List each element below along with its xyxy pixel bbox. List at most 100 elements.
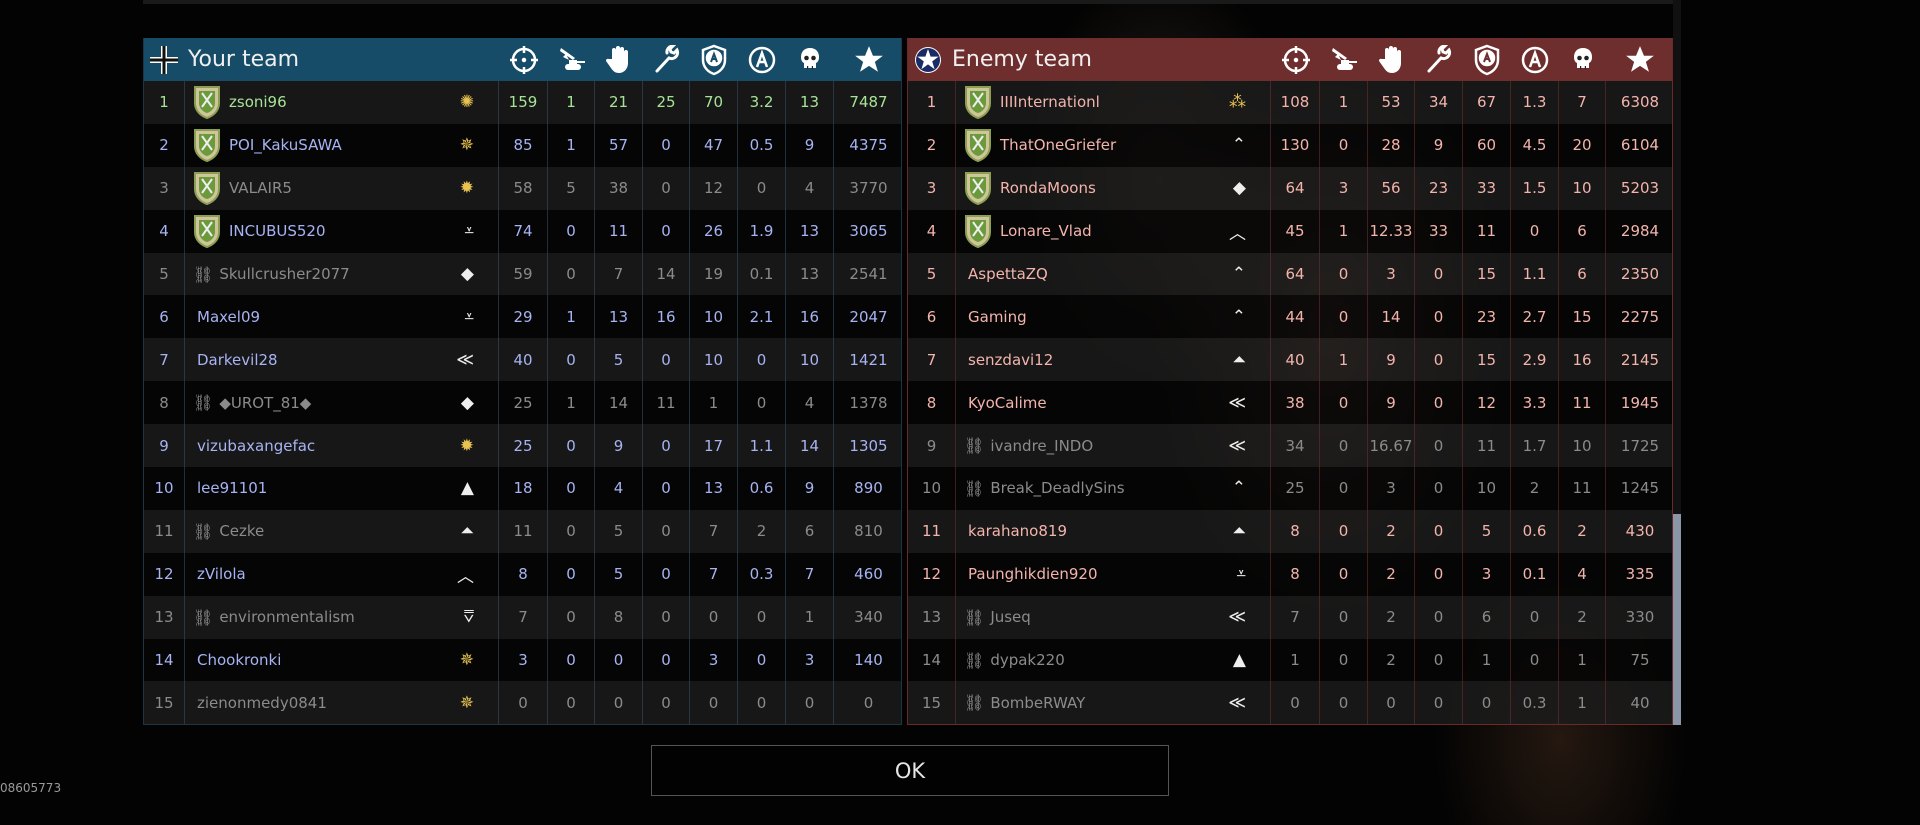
rank-chevron-block-diamond-icon: ⏶ [460,521,474,542]
player-row[interactable]: 14 ⛓ dypak220 ▲ 1 0 2 0 1 0 1 75 [908,638,1672,682]
stat-ground-kills: 0 [1320,638,1368,682]
rank-gold-sun-icon: ✹ [459,435,474,456]
player-name-cell[interactable]: Lonare_Vlad ︿ [956,209,1271,253]
player-row[interactable]: 14 Chookronki ✵ 3 0 0 0 3 0 3 140 [144,638,901,682]
stat-ground-kills: 0 [548,252,595,296]
stat-kills-crosshair: 25 [1271,467,1320,510]
player-name-cell[interactable]: VALAIR5 ✹ [185,166,499,210]
player-name-cell[interactable]: zienonmedy0841 ✵ [185,681,499,725]
player-row[interactable]: 10 ⛓ Break_DeadlySins ⌃ 25 0 3 0 10 2 11 1245 [908,467,1672,510]
player-row[interactable]: 3 RondaMoons ◆ 64 3 56 23 33 1.5 10 5203 [908,166,1672,210]
player-name-cell[interactable]: vizubaxangefac ✹ [185,424,499,468]
player-row[interactable]: 2 ThatOneGriefer ⌃ 130 0 28 9 60 4.5 20 6104 [908,123,1672,167]
player-name: RondaMoons [1000,179,1096,198]
stat-assists-hand: 56 [1368,166,1415,210]
player-row[interactable]: 13 ⛓ environmentalism ⩢ 7 0 8 0 0 0 1 340 [144,595,901,639]
player-row[interactable]: 9 ⛓ ivandre_INDO ≪ 34 0 16.67 0 11 1.7 10 1725 [908,424,1672,468]
player-name-cell[interactable]: ⛓ Break_DeadlySins ⌃ [956,467,1271,510]
player-name-cell[interactable]: karahano819 ⏶ [956,509,1271,553]
player-row[interactable]: 4 Lonare_Vlad ︿ 45 1 12.33 33 11 0 6 2984 [908,209,1672,253]
player-name-cell[interactable]: Darkevil28 ≪ [185,338,499,382]
player-name: lee91101 [197,479,268,498]
player-row[interactable]: 9 vizubaxangefac ✹ 25 0 9 0 17 1.1 14 1305 [144,424,901,468]
stat-assists-hand: 21 [595,81,643,124]
player-name-cell[interactable]: ⛓ ◆UROT_81◆ ◆ [185,381,499,425]
player-name-cell[interactable]: ⛓ dypak220 ▲ [956,638,1271,682]
player-row[interactable]: 1 IIIInternationl ⁂ 108 1 53 34 67 1.3 7 6308 [908,81,1672,124]
player-row[interactable]: 15 ⛓ BombeRWAY ≪ 0 0 0 0 0 0.3 1 40 [908,681,1672,725]
stat-kills-crosshair: 7 [499,595,548,639]
player-row[interactable]: 4 INCUBUS520 ⩡ 74 0 11 0 26 1.9 13 3065 [144,209,901,253]
stat-activity-circle-a: 0.3 [738,552,786,596]
stat-kills-crosshair: 45 [1271,209,1320,253]
stat-ground-kills: 3 [1320,166,1368,210]
disconnected-link-icon: ⛓ [193,607,214,627]
player-row[interactable]: 6 Maxel09 ⩡ 29 1 13 16 10 2.1 16 2047 [144,295,901,339]
player-row[interactable]: 15 zienonmedy0841 ✵ 0 0 0 0 0 0 0 0 [144,681,901,725]
player-row[interactable]: 5 ⛓ Skullcrusher2077 ◆ 59 0 7 14 19 0.1 13 2541 [144,252,901,296]
player-name: Juseq [990,608,1031,627]
stat-captures-shield: 1 [1463,638,1511,682]
player-name-cell[interactable]: zsoni96 ✺ [185,81,499,124]
player-row[interactable]: 2 POI_KakuSAWA ✵ 85 1 57 0 47 0.5 9 4375 [144,123,901,167]
stat-ground-kills: 0 [1320,681,1368,725]
player-name-cell[interactable]: Gaming ⌃ [956,295,1271,339]
stat-score-star: 330 [1625,608,1655,627]
stat-activity-circle-a: 2 [738,509,786,553]
player-name-cell[interactable]: POI_KakuSAWA ✵ [185,123,499,167]
stat-deaths-skull: 2 [1559,509,1606,553]
player-name-cell[interactable]: Maxel09 ⩡ [185,295,499,339]
player-row[interactable]: 7 senzdavi12 ⏶ 40 1 9 0 15 2.9 16 2145 [908,338,1672,382]
player-row[interactable]: 10 lee91101 ▲ 18 0 4 0 13 0.6 9 890 [144,467,901,510]
rank-gold-starburst-icon: ✵ [459,692,474,713]
stat-activity-circle-a: 0 [738,166,786,210]
score-star-icon [852,43,886,77]
player-name-cell[interactable]: zVilola ︿ [185,552,499,596]
stat-score-star: 140 [854,651,883,670]
player-name-cell[interactable]: ⛓ BombeRWAY ≪ [956,681,1271,725]
player-name-cell[interactable]: Chookronki ✵ [185,638,499,682]
ok-button[interactable]: OK [651,745,1169,796]
player-row[interactable]: 8 ⛓ ◆UROT_81◆ ◆ 25 1 14 11 1 0 4 1378 [144,381,901,425]
player-row[interactable]: 12 zVilola ︿ 8 0 5 0 7 0.3 7 460 [144,552,901,596]
player-name-cell[interactable]: ⛓ ivandre_INDO ≪ [956,424,1271,468]
player-row[interactable]: 1 zsoni96 ✺ 159 1 21 25 70 3.2 13 7487 [144,81,901,124]
rank-diamond-icon: ◆ [460,392,474,413]
player-name-cell[interactable]: Paunghikdien920 ⩡ [956,552,1271,596]
stat-ground-kills: 0 [548,424,595,468]
scrollbar-thumb[interactable] [1673,514,1681,725]
stat-captures-shield: 3 [1463,552,1511,596]
player-row[interactable]: 13 ⛓ Juseq ≪ 7 0 2 0 6 0 2 330 [908,595,1672,639]
stat-kills-crosshair: 29 [499,295,548,339]
player-row[interactable]: 11 karahano819 ⏶ 8 0 2 0 5 0.6 2 430 [908,509,1672,553]
player-name-cell[interactable]: senzdavi12 ⏶ [956,338,1271,382]
player-name: INCUBUS520 [229,222,326,241]
player-name-cell[interactable]: IIIInternationl ⁂ [956,81,1271,124]
player-row[interactable]: 5 AspettaZQ ⌃ 64 0 3 0 15 1.1 6 2350 [908,252,1672,296]
player-name-cell[interactable]: ThatOneGriefer ⌃ [956,123,1271,167]
player-row[interactable]: 11 ⛓ Cezke ⏶ 11 0 5 0 7 2 6 810 [144,509,901,553]
player-name-cell[interactable]: AspettaZQ ⌃ [956,252,1271,296]
stat-ground-kills: 1 [548,295,595,339]
activity-circle-a-icon [1518,43,1552,77]
stat-activity-circle-a: 4.5 [1511,123,1559,167]
player-emblem-icon [964,85,992,120]
scroll-track[interactable] [1673,0,1681,725]
player-name-cell[interactable]: ⛓ environmentalism ⩢ [185,595,499,639]
stat-repairs-wrench: 0 [1415,509,1463,553]
player-name-cell[interactable]: ⛓ Skullcrusher2077 ◆ [185,252,499,296]
player-row[interactable]: 7 Darkevil28 ≪ 40 0 5 0 10 0 10 1421 [144,338,901,382]
stat-assists-hand: 14 [595,381,643,425]
stat-score-star: 1725 [1620,436,1660,455]
player-name-cell[interactable]: RondaMoons ◆ [956,166,1271,210]
player-row[interactable]: 6 Gaming ⌃ 44 0 14 0 23 2.7 15 2275 [908,295,1672,339]
player-name-cell[interactable]: ⛓ Juseq ≪ [956,595,1271,639]
player-name-cell[interactable]: KyoCalime ≪ [956,381,1271,425]
player-name-cell[interactable]: INCUBUS520 ⩡ [185,209,499,253]
rank-double-chevron-outline-icon: ⌃ [1231,306,1246,327]
player-row[interactable]: 8 KyoCalime ≪ 38 0 9 0 12 3.3 11 1945 [908,381,1672,425]
player-name-cell[interactable]: ⛓ Cezke ⏶ [185,509,499,553]
player-row[interactable]: 12 Paunghikdien920 ⩡ 8 0 2 0 3 0.1 4 335 [908,552,1672,596]
player-row[interactable]: 3 VALAIR5 ✹ 58 5 38 0 12 0 4 3770 [144,166,901,210]
player-name-cell[interactable]: lee91101 ▲ [185,467,499,510]
